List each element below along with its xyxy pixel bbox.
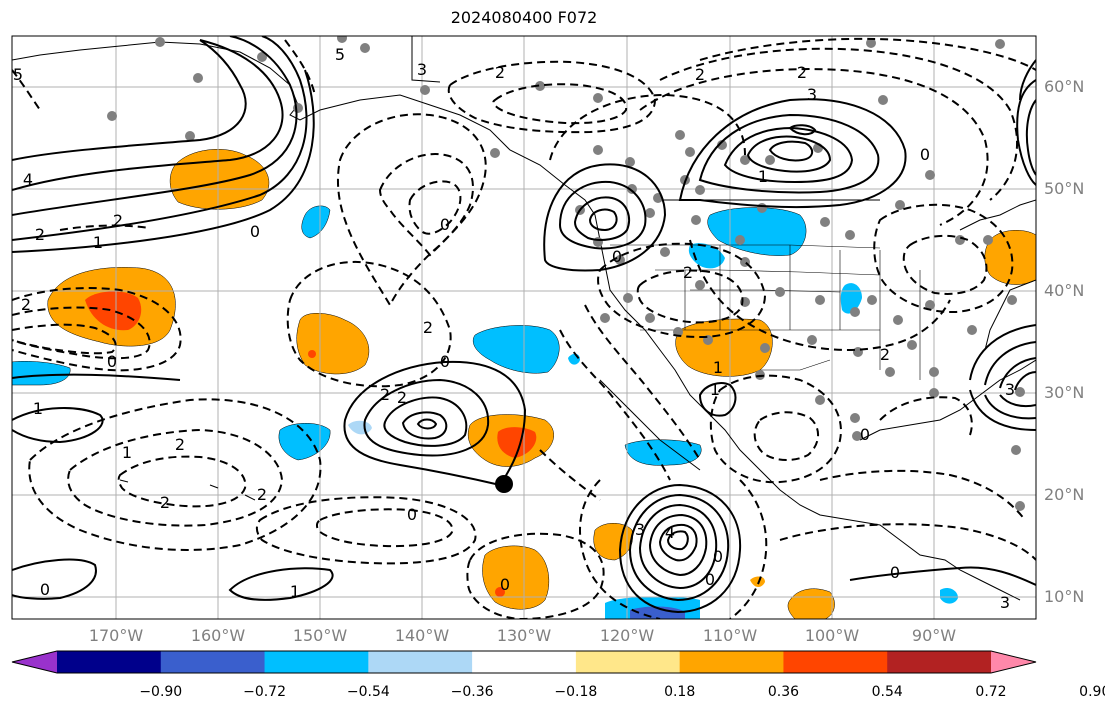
contour-label: 0 — [407, 505, 417, 524]
contour-label: 2 — [495, 63, 505, 82]
negative-anomaly-shading — [12, 205, 958, 619]
contour-label: 3 — [417, 60, 427, 79]
lon-label: 150°W — [292, 626, 348, 645]
lon-label: 110°W — [702, 626, 758, 645]
station-dots — [107, 36, 1025, 511]
contour-label: 0 — [920, 145, 930, 164]
contour-label: 5 — [335, 45, 345, 64]
colorbar-tick-label: 0.90 — [1079, 684, 1105, 700]
map-title: 2024080400 F072 — [450, 8, 598, 27]
lat-label: 60°N — [1044, 77, 1085, 96]
contour-label: 1 — [710, 380, 720, 399]
contour-label: 2 — [380, 385, 390, 404]
contour-label: 0 — [500, 575, 510, 594]
lon-label: 120°W — [599, 626, 655, 645]
contour-label: 0 — [713, 547, 723, 566]
contour-label: 2 — [21, 295, 31, 314]
lon-label: 170°W — [88, 626, 144, 645]
colorbar-tick-label: −0.18 — [554, 684, 598, 700]
negative-contours — [12, 37, 1036, 619]
contour-label: 1 — [33, 399, 43, 418]
colorbar-segment — [264, 651, 369, 673]
map-frame — [11, 35, 1037, 620]
positive-anomaly-shading — [47, 149, 1036, 619]
contour-label: 4 — [665, 523, 675, 542]
colorbar-tick-label: −0.72 — [243, 684, 286, 700]
lon-label: 140°W — [394, 626, 450, 645]
colorbar-segment — [57, 651, 162, 673]
lon-label: 130°W — [496, 626, 552, 645]
contour-label: 3 — [1005, 380, 1015, 399]
contour-label: 2 — [257, 485, 267, 504]
colorbar-segment — [887, 651, 992, 673]
lat-label: 40°N — [1044, 281, 1085, 300]
contour-label: 2 — [35, 225, 45, 244]
colorbar-segment — [679, 651, 784, 673]
storm-center-marker — [495, 475, 513, 493]
contour-label: 2 — [797, 63, 807, 82]
contour-label: 2 — [160, 493, 170, 512]
colorbar-tick-label: 0.36 — [767, 684, 800, 700]
colorbar-tick-label: −0.36 — [450, 684, 494, 700]
contour-label: 1 — [713, 358, 723, 377]
colorbar-tick-label: 0.18 — [664, 684, 696, 700]
contour-label: 0 — [40, 580, 50, 599]
colorbar-tick-label: −0.54 — [346, 684, 390, 700]
colorbar-min-arrow — [12, 651, 57, 673]
contour-label: 1 — [93, 233, 103, 252]
colorbar-segment — [783, 651, 888, 673]
gridlines — [12, 36, 1036, 619]
contour-label: 1 — [122, 443, 132, 462]
lat-label: 20°N — [1044, 485, 1085, 504]
lon-label: 160°W — [190, 626, 246, 645]
contour-label: 0 — [890, 563, 900, 582]
contour-label: 2 — [683, 263, 693, 282]
contour-label: 0 — [440, 215, 450, 234]
contour-label: 2 — [175, 435, 185, 454]
lon-label: 100°W — [804, 626, 860, 645]
contour-label: 4 — [23, 170, 33, 189]
contour-label: 2 — [880, 345, 890, 364]
colorbar-tick-label: 0.72 — [975, 684, 1007, 700]
contour-label: 1 — [290, 582, 300, 601]
contour-label: 0 — [107, 352, 117, 371]
contour-label: 3 — [1000, 593, 1010, 612]
contour-label: 2 — [113, 211, 123, 230]
contour-label: 0 — [440, 352, 450, 371]
contour-label: 2 — [397, 388, 407, 407]
colorbar-tick-label: 0.54 — [871, 684, 903, 700]
colorbar-segment — [575, 651, 681, 673]
contour-label: 5 — [13, 65, 23, 84]
contour-label: 0 — [705, 570, 715, 589]
contour-label: 0 — [250, 222, 260, 241]
contour-label: 3 — [635, 520, 645, 539]
lat-label: 30°N — [1044, 383, 1085, 402]
contour-label: 3 — [807, 85, 817, 104]
colorbar-segment — [472, 651, 577, 673]
colorbar-segment — [160, 651, 266, 673]
colorbar — [11, 650, 1037, 674]
contour-label: 2 — [695, 65, 705, 84]
contour-label: 1 — [758, 167, 768, 186]
positive-contours — [12, 36, 1036, 614]
colorbar-tick-label: −0.90 — [139, 684, 183, 700]
colorbar-max-arrow — [991, 651, 1036, 673]
contour-label: 0 — [860, 425, 870, 444]
lon-label: 90°W — [911, 626, 957, 645]
colorbar-segment — [368, 651, 473, 673]
contour-label: 0 — [612, 247, 622, 266]
lat-label: 50°N — [1044, 179, 1085, 198]
lat-label: 10°N — [1044, 587, 1085, 606]
contour-label: 2 — [423, 318, 433, 337]
